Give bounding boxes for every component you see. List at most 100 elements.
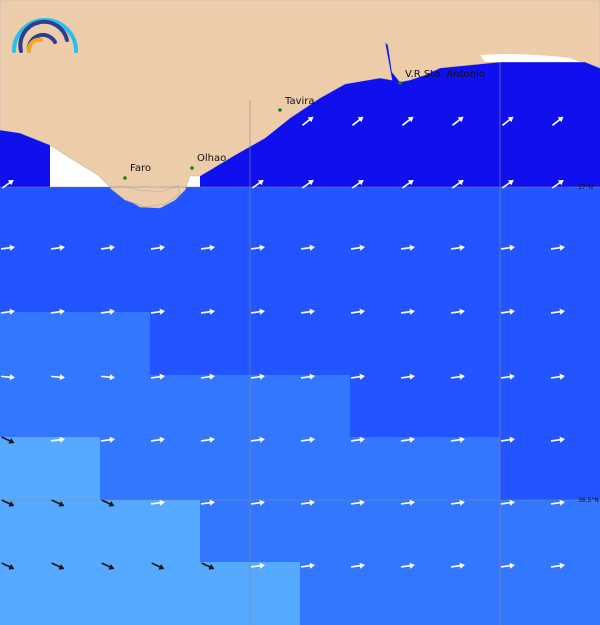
sea-zone-mid [300,562,600,625]
current-arrow-icon [250,562,265,569]
logo [12,18,78,53]
current-arrow-icon [451,116,464,126]
current-arrow-icon [351,116,364,126]
current-arrow-icon [450,436,465,443]
city-marker-faro [123,176,127,180]
current-arrow-icon [450,562,465,569]
current-arrow-icon [500,308,515,315]
sea-zone-mid [100,437,500,500]
estuary-strip [480,54,580,62]
current-arrow-icon [551,179,564,189]
sea-zone-dark [350,375,600,437]
current-arrow-icon [301,179,314,189]
lagoon-islands [109,185,181,208]
current-arrow-icon [350,436,365,443]
current-arrow-icon [500,436,515,443]
current-arrow-icon [450,373,465,380]
current-arrow-icon [450,308,465,315]
current-arrow-icon [1,436,15,444]
current-arrow-icon [551,116,564,126]
current-arrow-icon [150,373,165,380]
current-arrow-icon [150,244,165,251]
current-arrow-icon [400,308,415,315]
current-arrow-icon [550,562,565,569]
current-arrow-icon [401,179,414,189]
current-arrow-icon [550,308,565,315]
current-arrow-icon [200,499,215,506]
city-label-faro: Faro [130,163,151,174]
current-arrow-icon [351,179,364,189]
current-arrow-icon [200,308,215,315]
current-arrow-icon [400,244,415,251]
lat-label-36-5: 36.5°N [578,497,599,504]
current-arrow-icon [50,436,65,443]
current-arrow-icon [0,374,15,381]
current-arrow-icon [550,244,565,251]
current-arrow-icon [500,373,515,380]
lat-label-37: 37°N [578,184,594,191]
city-marker-tavira [278,108,282,112]
current-arrow-icon [400,499,415,506]
city-markers [123,81,402,180]
current-arrow-icon [350,562,365,569]
current-arrows [0,116,565,570]
sea-zone-light [0,500,200,562]
current-arrow-icon [200,373,215,380]
current-arrow-icon [150,436,165,443]
sea-zone-dark [150,312,600,375]
city-marker-vrsa [398,81,402,85]
current-arrow-icon [100,244,115,251]
current-arrow-icon [51,562,65,570]
current-arrow-icon [501,116,514,126]
current-arrow-icon [250,244,265,251]
logo-arc-middle [18,19,69,53]
current-arrow-icon [301,116,314,126]
current-arrow-icon [100,436,115,443]
current-arrow-icon [1,499,15,507]
current-arrow-icon [51,499,65,507]
current-arrow-icon [300,373,315,380]
current-arrow-icon [550,499,565,506]
current-arrow-icon [300,308,315,315]
current-arrow-icon [400,373,415,380]
land [0,0,600,209]
current-arrow-icon [450,244,465,251]
current-arrow-icon [250,499,265,506]
sea-zone-dark [0,187,600,312]
current-arrow-icon [300,562,315,569]
city-marker-olhao [190,166,194,170]
current-arrow-icon [200,436,215,443]
current-arrow-icon [550,436,565,443]
current-arrow-icon [350,308,365,315]
current-arrow-icon [250,308,265,315]
current-arrow-icon [400,436,415,443]
current-arrow-icon [550,373,565,380]
current-arrow-icon [251,179,264,189]
current-arrow-icon [151,562,165,570]
sea-zone-mid [0,375,350,437]
city-label-olhao: Olhao [197,153,227,164]
current-arrow-icon [250,373,265,380]
current-arrow-icon [100,308,115,315]
current-arrow-icon [400,562,415,569]
current-arrow-icon [101,562,115,570]
current-arrow-icon [250,436,265,443]
current-arrow-icon [451,179,464,189]
current-arrow-icon [501,179,514,189]
sea-zone-mid [200,500,600,562]
current-arrow-icon [300,244,315,251]
current-arrow-icon [1,562,15,570]
current-arrow-icon [350,244,365,251]
current-arrow-icon [150,499,165,506]
current-arrow-icon [401,116,414,126]
sea-zone-light [0,437,100,500]
sea-zone-mid [0,312,150,375]
city-label-tavira: Tavira [285,96,315,107]
current-arrow-icon [350,373,365,380]
current-arrow-icon [50,308,65,315]
current-arrow-icon [50,244,65,251]
current-arrow-icon [500,562,515,569]
current-arrow-icon [0,308,15,315]
